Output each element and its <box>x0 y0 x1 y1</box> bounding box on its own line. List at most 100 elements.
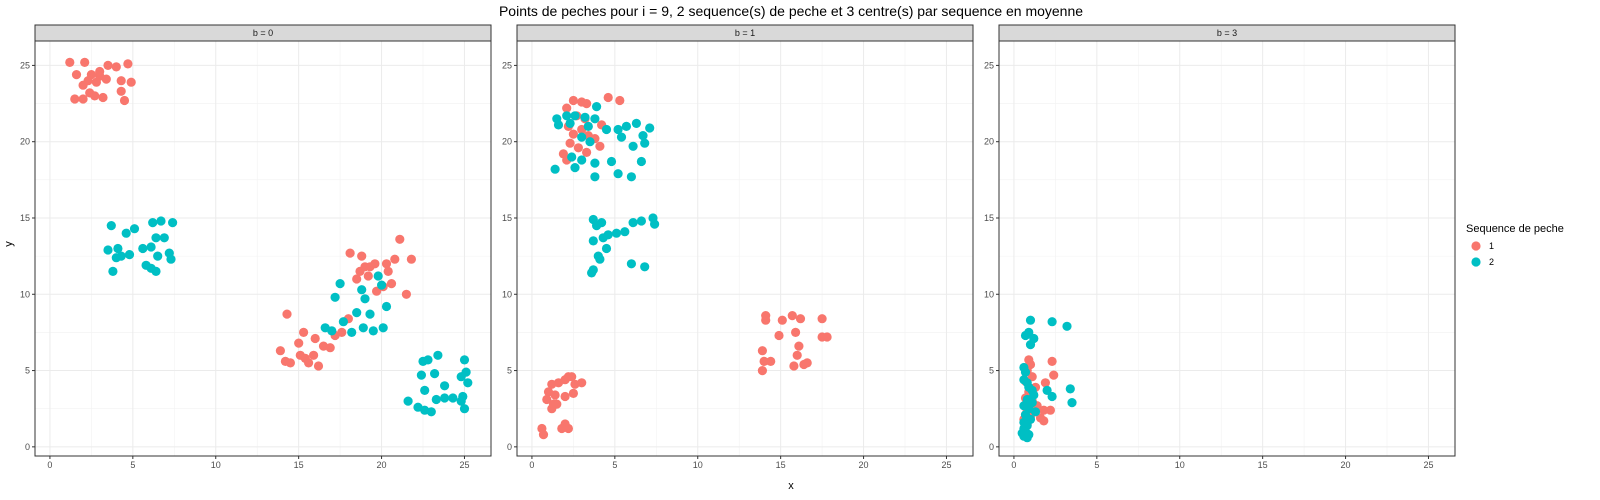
data-point-series-1 <box>568 388 579 398</box>
data-point-series-2 <box>626 259 637 269</box>
data-point-series-2 <box>650 219 660 229</box>
y-tick-label: 5 <box>989 366 994 376</box>
data-point-series-1 <box>538 430 549 440</box>
data-point-series-1 <box>365 262 375 272</box>
data-point-series-2 <box>565 118 575 128</box>
facet-panel-1: b = 1 0 5 10 15 20 25 0 5 10 15 20 25 <box>502 24 974 470</box>
data-point-series-2 <box>352 308 362 318</box>
data-point-series-2 <box>628 218 638 228</box>
data-point-series-2 <box>368 326 378 336</box>
data-point-series-2 <box>338 317 348 327</box>
x-tick-label: 0 <box>529 460 534 470</box>
x-tick-label: 15 <box>1258 460 1268 470</box>
data-point-series-2 <box>577 132 587 142</box>
data-point-series-2 <box>153 251 163 261</box>
data-point-series-2 <box>616 132 627 142</box>
data-point-series-2 <box>381 301 392 312</box>
y-tick-label: 25 <box>984 60 994 70</box>
y-tick-label: 25 <box>20 60 30 70</box>
facet-strip-label: b = 3 <box>1217 28 1237 38</box>
data-point-series-2 <box>598 233 608 243</box>
data-point-series-2 <box>550 164 560 174</box>
data-point-series-2 <box>640 262 650 272</box>
data-point-series-2 <box>148 218 158 228</box>
data-point-series-1 <box>91 77 101 87</box>
data-point-series-1 <box>406 254 416 264</box>
y-tick-label: 25 <box>502 60 512 70</box>
data-point-series-1 <box>777 315 787 325</box>
chart-title: Points de peches pour i = 9, 2 sequence(… <box>499 3 1083 19</box>
data-point-series-2 <box>459 355 470 365</box>
x-tick-label: 5 <box>612 460 617 470</box>
x-tick-label: 15 <box>294 460 304 470</box>
data-point-series-2 <box>1030 407 1041 417</box>
data-point-series-2 <box>426 407 436 417</box>
data-point-series-1 <box>116 86 126 96</box>
data-point-series-1 <box>310 333 320 344</box>
y-tick-label: 0 <box>507 442 512 452</box>
data-point-series-1 <box>560 391 570 402</box>
data-point-series-1 <box>792 350 802 360</box>
data-point-series-1 <box>802 358 812 368</box>
data-point-series-1 <box>557 423 567 434</box>
data-point-series-2 <box>459 404 470 414</box>
data-point-series-1 <box>90 91 100 101</box>
y-tick-label: 10 <box>20 289 30 299</box>
x-tick-label: 10 <box>693 460 703 470</box>
plot-background <box>999 41 1455 456</box>
data-point-series-1 <box>1039 405 1049 415</box>
data-point-series-2 <box>403 396 413 406</box>
data-point-series-1 <box>78 94 88 104</box>
data-point-series-1 <box>774 330 784 341</box>
data-point-series-2 <box>590 158 600 168</box>
data-point-series-2 <box>113 243 123 254</box>
data-point-series-1 <box>1040 378 1050 388</box>
y-tick-label: 5 <box>507 366 512 376</box>
data-point-series-1 <box>573 143 584 153</box>
data-point-series-1 <box>1049 370 1059 380</box>
data-point-series-1 <box>357 251 367 261</box>
data-point-series-1 <box>563 423 574 434</box>
data-point-series-2 <box>440 393 450 403</box>
data-point-series-2 <box>597 218 607 228</box>
x-tick-label: 25 <box>1423 460 1433 470</box>
data-point-series-1 <box>101 74 111 84</box>
data-point-series-1 <box>282 309 292 319</box>
data-point-series-1 <box>565 138 575 148</box>
data-point-series-2 <box>570 111 580 121</box>
data-point-series-1 <box>313 361 324 371</box>
data-point-series-2 <box>638 131 648 141</box>
data-point-series-1 <box>542 394 552 405</box>
legend-label-1: 1 <box>1489 241 1494 251</box>
data-point-series-1 <box>822 332 832 342</box>
y-axis-title: y <box>3 241 15 247</box>
data-point-series-2 <box>138 243 148 254</box>
data-point-series-2 <box>620 227 630 237</box>
data-point-series-2 <box>377 280 387 290</box>
data-point-series-1 <box>759 356 769 366</box>
data-point-series-2 <box>416 370 426 380</box>
data-point-series-2 <box>330 292 340 302</box>
panel-border <box>998 40 1456 457</box>
legend-title: Sequence de peche <box>1466 223 1564 235</box>
x-tick-label: 0 <box>1011 460 1016 470</box>
data-point-series-2 <box>645 123 655 133</box>
data-point-series-2 <box>1029 390 1039 400</box>
data-point-series-1 <box>761 315 771 325</box>
data-point-series-1 <box>390 254 400 264</box>
data-point-series-1 <box>383 266 393 276</box>
data-point-series-2 <box>1062 321 1072 331</box>
data-point-series-2 <box>588 236 598 246</box>
data-point-series-1 <box>1027 372 1037 382</box>
data-point-series-2 <box>146 263 156 273</box>
data-point-series-1 <box>294 338 304 348</box>
data-point-series-2 <box>580 112 590 122</box>
data-point-series-2 <box>587 268 597 278</box>
data-point-series-2 <box>595 254 605 264</box>
legend-key-2 <box>1471 257 1481 267</box>
data-point-series-2 <box>168 218 178 228</box>
data-point-series-2 <box>611 228 622 238</box>
data-point-series-2 <box>108 266 118 276</box>
facet-strip-label: b = 1 <box>735 28 755 38</box>
